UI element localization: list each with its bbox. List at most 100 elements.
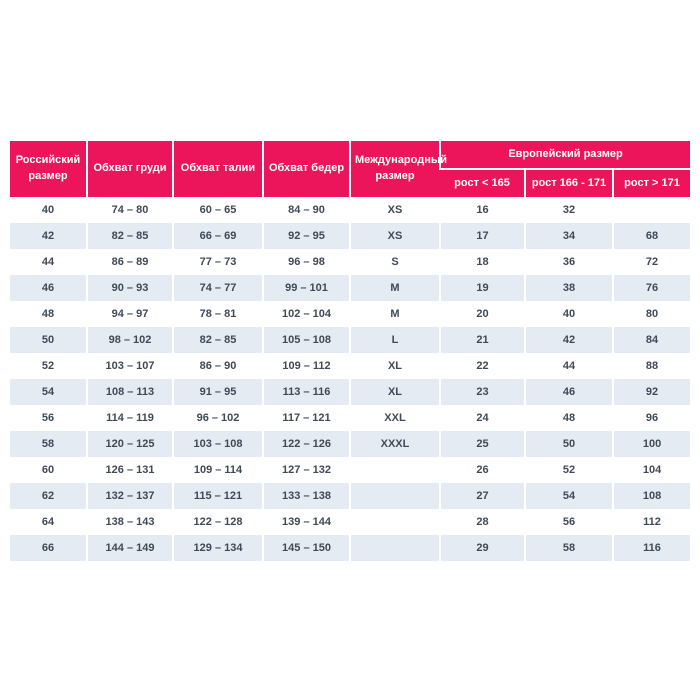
table-cell: 42 (10, 223, 87, 249)
table-cell: 40 (10, 197, 87, 223)
table-row: 48 94 – 97 78 – 81 102 – 104 M 20 40 80 (10, 301, 691, 327)
table-cell: 42 (524, 327, 613, 353)
table-cell (349, 457, 440, 483)
table-cell: 127 – 132 (262, 457, 350, 483)
table-cell: 52 (524, 457, 613, 483)
table-cell: XXL (349, 405, 440, 431)
table-cell: 92 – 95 (262, 223, 350, 249)
table-row: 62 132 – 137 115 – 121 133 – 138 27 54 108 (10, 483, 691, 509)
table-cell: 102 – 104 (262, 301, 350, 327)
header-hips: Обхват бедер (262, 141, 350, 197)
table-cell: 91 – 95 (172, 379, 263, 405)
table-row: 56 114 – 119 96 – 102 117 – 121 XXL 24 48 96 (10, 405, 691, 431)
table-cell: 103 – 107 (86, 353, 173, 379)
table-cell: 144 – 149 (86, 535, 173, 561)
table-cell: 86 – 89 (86, 249, 173, 275)
table-cell: 115 – 121 (172, 483, 263, 509)
table-cell: 138 – 143 (86, 509, 173, 535)
table-cell: 26 (439, 457, 525, 483)
table-row: 66 144 – 149 129 – 134 145 – 150 29 58 116 (10, 535, 691, 561)
table-header: Российский размер Обхват груди Обхват та… (10, 141, 691, 197)
table-cell: 96 – 98 (262, 249, 350, 275)
table-cell: 18 (439, 249, 525, 275)
table-cell: 46 (10, 275, 87, 301)
table-cell: M (349, 301, 440, 327)
header-row-sub: рост < 165 рост 166 - 171 рост > 171 (10, 168, 691, 197)
table-cell: 22 (439, 353, 525, 379)
table-cell: 76 (611, 275, 691, 301)
table-cell: 84 (611, 327, 691, 353)
table-cell: 60 (10, 457, 87, 483)
table-cell: 48 (10, 301, 87, 327)
table-cell: XS (349, 223, 440, 249)
table-cell: 27 (439, 483, 525, 509)
header-waist: Обхват талии (172, 141, 263, 197)
table-cell: 54 (10, 379, 87, 405)
table-cell: 84 – 90 (262, 197, 350, 223)
table-cell: 117 – 121 (262, 405, 350, 431)
table-cell: 98 – 102 (86, 327, 173, 353)
table-cell: 20 (439, 301, 525, 327)
table-cell: 72 (611, 249, 691, 275)
table-cell: 17 (439, 223, 525, 249)
table-cell: 52 (10, 353, 87, 379)
table-cell: 56 (524, 509, 613, 535)
table-cell: XS (349, 197, 440, 223)
table-cell: 96 – 102 (172, 405, 263, 431)
table-row: 52 103 – 107 86 – 90 109 – 112 XL 22 44 88 (10, 353, 691, 379)
table-cell: 108 (611, 483, 691, 509)
table-cell: 44 (10, 249, 87, 275)
table-cell (349, 509, 440, 535)
table-cell: 66 (10, 535, 87, 561)
table-cell: 82 – 85 (172, 327, 263, 353)
table-row: 46 90 – 93 74 – 77 99 – 101 M 19 38 76 (10, 275, 691, 301)
table-cell (349, 535, 440, 561)
table-cell: 100 (611, 431, 691, 457)
table-cell: 46 (524, 379, 613, 405)
table-cell: 129 – 134 (172, 535, 263, 561)
table-cell: 99 – 101 (262, 275, 350, 301)
table-cell: 28 (439, 509, 525, 535)
header-russian-size: Российский размер (10, 141, 87, 197)
table-cell: 66 – 69 (172, 223, 263, 249)
table-cell: 24 (439, 405, 525, 431)
table-cell: 56 (10, 405, 87, 431)
table-cell: 90 – 93 (86, 275, 173, 301)
table-cell: 32 (524, 197, 613, 223)
table-cell: XL (349, 353, 440, 379)
header-chest: Обхват груди (86, 141, 173, 197)
table-cell: 104 (611, 457, 691, 483)
table-cell: 62 (10, 483, 87, 509)
table-cell: 23 (439, 379, 525, 405)
table-cell: 64 (10, 509, 87, 535)
table-cell: 21 (439, 327, 525, 353)
table-cell: 109 – 112 (262, 353, 350, 379)
table-cell: 36 (524, 249, 613, 275)
table-cell: 132 – 137 (86, 483, 173, 509)
table-cell: 120 – 125 (86, 431, 173, 457)
header-height-over-171: рост > 171 (611, 168, 691, 197)
table-cell: 74 – 77 (172, 275, 263, 301)
table-cell: L (349, 327, 440, 353)
header-international-size: Международный размер (349, 141, 447, 197)
table-cell: 40 (524, 301, 613, 327)
table-cell: 80 (611, 301, 691, 327)
table-cell: 82 – 85 (86, 223, 173, 249)
table-row: 50 98 – 102 82 – 85 105 – 108 L 21 42 84 (10, 327, 691, 353)
table-cell: 116 (611, 535, 691, 561)
table-cell: 108 – 113 (86, 379, 173, 405)
table-cell: 122 – 128 (172, 509, 263, 535)
table-cell: 74 – 80 (86, 197, 173, 223)
table-cell: XL (349, 379, 440, 405)
table-cell: 29 (439, 535, 525, 561)
table-cell: 50 (524, 431, 613, 457)
header-height-166-171: рост 166 - 171 (524, 168, 613, 197)
table-row: 64 138 – 143 122 – 128 139 – 144 28 56 112 (10, 509, 691, 535)
table-cell (611, 197, 691, 223)
table-cell: 60 – 65 (172, 197, 263, 223)
table-cell: 105 – 108 (262, 327, 350, 353)
size-chart-table: Российский размер Обхват груди Обхват та… (10, 141, 691, 561)
table-row: 54 108 – 113 91 – 95 113 – 116 XL 23 46 92 (10, 379, 691, 405)
table-cell: 58 (524, 535, 613, 561)
